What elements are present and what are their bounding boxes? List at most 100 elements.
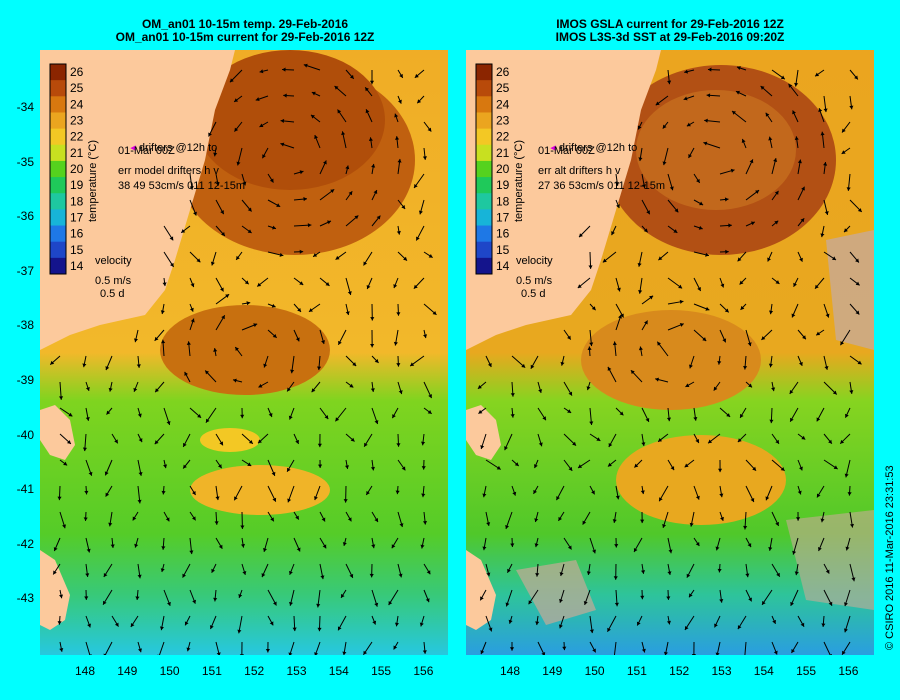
current-vector-head <box>84 490 89 495</box>
current-vector-head <box>725 249 729 254</box>
current-vector-head <box>182 573 187 578</box>
current-vector-head <box>559 598 564 603</box>
current-vector-head <box>686 573 691 578</box>
x-tick-label: 155 <box>796 664 817 678</box>
colorbar-tick-label: 17 <box>70 210 84 224</box>
current-vector-head <box>717 468 723 473</box>
colorbar-tick-label: 24 <box>496 97 510 111</box>
current-vector-head <box>640 570 646 574</box>
current-vector-head <box>161 339 166 344</box>
current-vector-head <box>824 211 829 215</box>
current-vector-head <box>342 651 347 655</box>
current-vector-head <box>133 387 138 392</box>
current-vector-head <box>740 413 744 418</box>
current-vector-head <box>768 136 773 141</box>
current-vector-head <box>820 233 825 238</box>
current-vector-head <box>775 439 779 444</box>
current-vector-head <box>538 442 543 447</box>
current-vector-head <box>482 546 487 551</box>
current-vector-head <box>397 158 402 163</box>
current-vector-head <box>58 594 64 599</box>
current-vector-head <box>798 361 803 366</box>
current-vector-head <box>269 621 274 626</box>
right-drifters-date: 01-Mar 00Z <box>538 145 595 157</box>
current-vector-head <box>857 360 862 365</box>
current-vector-head <box>236 255 240 260</box>
current-vector-head <box>800 622 805 627</box>
current-vector-head <box>750 221 755 226</box>
current-vector-head <box>521 363 526 368</box>
current-vector-head <box>737 438 742 443</box>
current-vector-head <box>558 624 563 629</box>
current-vector-head <box>666 417 672 422</box>
current-vector-head <box>707 67 712 72</box>
current-vector-head <box>396 230 401 235</box>
current-vector-head <box>396 443 401 447</box>
right-err-label-1: err alt drifters h v <box>538 165 621 177</box>
current-vector-head <box>421 493 426 498</box>
colorbar-tick-label: 20 <box>70 162 84 176</box>
current-vector-head <box>166 421 171 425</box>
current-vector-head <box>314 135 318 139</box>
current-vector-head <box>299 281 304 285</box>
current-vector-head <box>110 544 115 548</box>
current-vector-head <box>374 420 379 425</box>
x-tick-label: 151 <box>201 664 222 678</box>
right-velocity-scale-1: 0.5 m/s <box>516 275 553 287</box>
current-vector-head <box>535 573 540 577</box>
current-vector-head <box>645 417 650 422</box>
current-vector-head <box>801 435 806 440</box>
current-vector-head <box>673 229 678 233</box>
current-vector-head <box>418 210 423 215</box>
current-vector-head <box>768 310 774 315</box>
current-vector-head <box>849 105 854 110</box>
right-velocity-label: velocity <box>516 255 553 267</box>
current-vector-head <box>373 190 378 195</box>
colorbar-tick-label: 23 <box>496 114 510 128</box>
current-vector-head <box>374 358 379 363</box>
current-vector-head <box>181 229 186 233</box>
current-vector-head <box>53 570 57 575</box>
current-vector-head <box>103 573 108 578</box>
current-vector-head <box>234 98 239 102</box>
current-vector-head <box>765 112 770 117</box>
colorbar-swatch <box>50 193 66 210</box>
current-vector-head <box>857 208 862 212</box>
current-vector-head <box>714 623 718 628</box>
current-vector-head <box>568 466 573 471</box>
current-vector-head <box>638 346 643 351</box>
current-vector-head <box>638 157 643 161</box>
left-title: OM_an01 10-15m temp. 29-Feb-2016 OM_an01… <box>40 18 450 44</box>
current-vector-head <box>213 597 218 602</box>
x-tick-label: 150 <box>159 664 180 678</box>
current-vector-head <box>528 600 533 605</box>
current-vector-head <box>644 320 648 325</box>
current-vector-head <box>482 493 487 498</box>
current-vector-head <box>560 361 565 366</box>
current-vector-head <box>347 291 352 295</box>
current-vector-head <box>189 307 194 312</box>
colorbar-swatch <box>50 257 66 275</box>
current-vector-head <box>616 287 621 292</box>
current-vector-head <box>161 546 166 550</box>
current-vector-head <box>703 141 708 146</box>
current-vector-head <box>299 249 304 254</box>
colorbar-tick-label: 19 <box>70 178 84 192</box>
left-title-line1: OM_an01 10-15m temp. 29-Feb-2016 <box>141 17 349 31</box>
colorbar-swatch <box>476 177 492 194</box>
current-vector-head <box>247 462 252 466</box>
current-vector-head <box>288 415 293 420</box>
y-tick-label: -39 <box>16 373 34 387</box>
left-velocity-scale-2: 0.5 d <box>100 288 125 300</box>
current-vector-head <box>748 383 753 388</box>
current-vector-head <box>607 627 611 632</box>
colorbar-tick-label: 22 <box>496 130 510 144</box>
current-vector-head <box>792 110 796 115</box>
left-map-panel: 26 25 24 23 22 21 20 19 18 17 16 15 14 temperature (°… <box>40 50 448 655</box>
colorbar-swatch <box>50 177 66 194</box>
current-vector-head <box>638 290 643 294</box>
current-vector-head <box>679 299 684 304</box>
current-vector-head <box>272 497 277 502</box>
current-vector-head <box>368 137 373 142</box>
current-vector-head <box>365 87 369 92</box>
